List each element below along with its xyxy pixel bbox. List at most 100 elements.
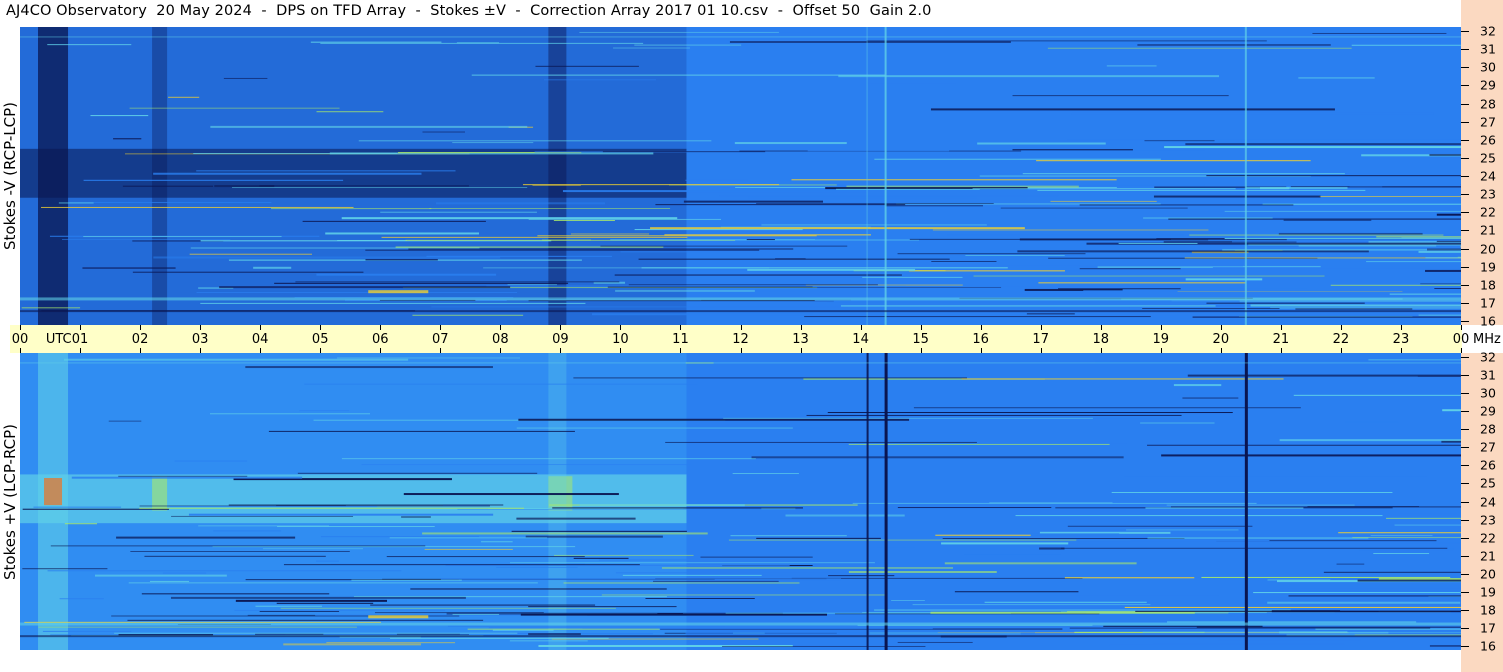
- spectrogram-cell: [946, 234, 1185, 236]
- spectrogram-cell: [655, 204, 906, 206]
- y-tick-mark: [1461, 465, 1469, 467]
- spectrogram-cell: [198, 287, 234, 289]
- spectrogram-cell: [83, 179, 344, 181]
- spectrogram-cell: [607, 286, 1002, 288]
- spectrogram-cell: [700, 556, 813, 558]
- spectrogram-cell: [582, 628, 933, 630]
- x-tick-mark: [380, 348, 382, 353]
- spectrogram-cell: [245, 579, 459, 581]
- spectrogram-cell: [320, 42, 644, 44]
- spectrogram-cell: [1368, 359, 1461, 361]
- spectrogram-cell: [496, 566, 578, 568]
- spectrogram-cell: [283, 564, 640, 566]
- spectrogram-cell: [113, 138, 142, 140]
- spectrogram-cell: [22, 568, 108, 570]
- y-tick-mark: [1461, 302, 1469, 304]
- spectrogram-cell: [1145, 507, 1304, 509]
- spectrogram-cell: [1270, 307, 1461, 309]
- y-tick-label: 29: [1480, 77, 1496, 93]
- y-tick-mark: [1461, 176, 1469, 177]
- spectrogram-cell: [973, 275, 1325, 277]
- spectrogram-cell: [1244, 353, 1248, 650]
- spectrogram-cell: [471, 74, 886, 76]
- y-tick-label: 24: [1480, 168, 1496, 184]
- spectrogram-cell: [913, 407, 1301, 409]
- spectrogram-cell: [551, 638, 759, 640]
- x-tick-label: 21: [1272, 332, 1290, 347]
- spectrogram-cell: [840, 305, 1216, 307]
- spectrogram-cell: [1251, 365, 1273, 368]
- spectrogram-cell: [622, 574, 762, 576]
- spectrogram-cell: [1244, 27, 1247, 325]
- spectrogram-cell: [316, 560, 339, 562]
- spectrogram-cell: [1067, 525, 1253, 527]
- y-tick-mark: [1461, 393, 1469, 395]
- spectrogram-cell: [457, 508, 831, 510]
- y-tick-mark: [1461, 519, 1469, 521]
- spectrogram-cell: [1173, 384, 1222, 387]
- x-tick-label: 13: [792, 332, 809, 347]
- x-tick-mark: [1461, 348, 1462, 353]
- y-tick-label: 25: [1480, 150, 1496, 166]
- x-tick-mark: [1040, 348, 1042, 353]
- frequency-unit-label: MHz: [1473, 332, 1501, 347]
- spectrogram-cell: [47, 44, 132, 46]
- spectrogram-cell: [548, 353, 567, 650]
- spectrogram-cell: [168, 96, 200, 98]
- spectrogram-cell: [410, 588, 667, 590]
- spectrogram-cell: [968, 205, 1332, 207]
- spectrogram-cell: [723, 417, 1093, 419]
- spectrogram-cell: [1376, 236, 1461, 238]
- frequency-axis-top: [1461, 0, 1503, 325]
- spectrogram-cell: [1347, 631, 1461, 633]
- y-tick-mark: [1461, 67, 1469, 69]
- spectrogram-cell: [132, 271, 364, 273]
- spectrogram-cell: [685, 632, 1035, 635]
- spectrogram-cell: [122, 185, 214, 187]
- spectrogram-cell: [198, 525, 330, 527]
- y-tick-mark: [1461, 85, 1469, 87]
- x-tick-mark: [80, 325, 82, 330]
- spectrogram-cell: [1024, 288, 1123, 291]
- x-tick-mark: [260, 348, 262, 353]
- spectrogram-cell: [22, 508, 169, 510]
- y-tick-label: 17: [1480, 295, 1496, 311]
- spectrogram-cell: [838, 75, 1220, 78]
- spectrogram-cell: [1095, 360, 1461, 363]
- spectrogram-cell: [1060, 547, 1448, 549]
- spectrogram-cell: [20, 36, 1461, 38]
- y-tick-label: 16: [1480, 313, 1496, 329]
- y-tick-label: 27: [1480, 439, 1496, 455]
- x-tick-mark: [800, 348, 802, 353]
- spectrogram-cell: [1037, 189, 1366, 191]
- spectrogram-cell: [210, 125, 528, 128]
- spectrogram-cell: [467, 628, 660, 630]
- spectrogram-cell: [1142, 308, 1280, 310]
- spectrogram-cell: [528, 633, 581, 636]
- spectrogram-cell: [62, 238, 231, 240]
- spectrogram-cell: [452, 613, 500, 615]
- spectrogram-cell: [1271, 610, 1461, 613]
- spectrogram-cell: [1344, 421, 1399, 423]
- spectrogram-cell: [116, 536, 296, 539]
- spectrogram-cell: [1349, 185, 1461, 187]
- spectrogram-cell: [219, 286, 511, 289]
- spectrogram-cell: [1340, 609, 1461, 611]
- spectrogram-cell: [118, 475, 248, 477]
- spectrogram-cell: [365, 259, 438, 261]
- x-tick-label: 15: [912, 332, 929, 347]
- spectrogram-cell: [1330, 284, 1461, 286]
- spectrogram-cell: [1460, 246, 1461, 248]
- spectrogram-cell: [245, 366, 493, 369]
- spectrogram-cell: [1163, 241, 1297, 243]
- spectrogram-cell: [593, 281, 626, 284]
- spectrogram-cell: [897, 507, 1052, 509]
- spectrogram-cell: [259, 610, 340, 612]
- spectrogram-cell: [1192, 316, 1461, 318]
- x-tick-mark: [20, 325, 21, 330]
- spectrogram-cell: [233, 478, 452, 481]
- spectrogram-cell: [615, 572, 957, 574]
- spectrogram-cell: [634, 44, 742, 46]
- spectrogram-cell: [1147, 444, 1461, 446]
- spectrogram-cell: [785, 514, 905, 517]
